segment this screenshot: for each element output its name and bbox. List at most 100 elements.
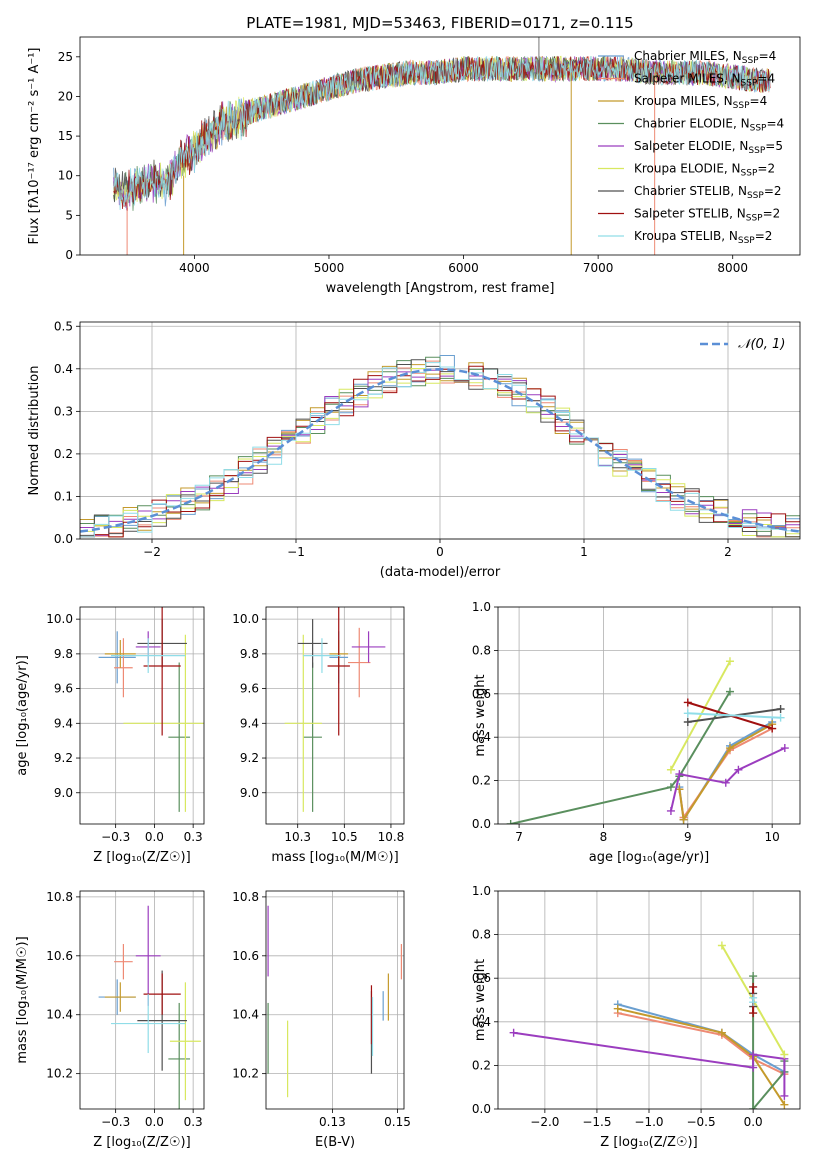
legend-subscript: SSP	[742, 56, 759, 66]
legend-name: Chabrier ELODIE, N	[634, 117, 750, 131]
mass_vs_ebv-plot-area	[267, 905, 402, 1098]
y-tick-label: 9.0	[54, 786, 73, 800]
weight-marker-salpeter_elodie	[749, 1050, 758, 1059]
weight-marker-kroupa_miles	[725, 744, 734, 753]
weight-marker-chabrier_elodie	[725, 687, 734, 696]
mass_vs_ebv-panel: 0.13 0.15 10.2 10.4 10.6 10.8 E(B-V)	[232, 890, 411, 1150]
weight-line-salpeter_miles	[617, 1012, 785, 1075]
weight-marker-salpeter_stelib	[749, 982, 758, 991]
y-tick-label: 0.6	[472, 971, 491, 985]
weight-line-kroupa_stelib	[687, 712, 781, 719]
x-tick-label: 4000	[179, 261, 210, 275]
x-axis-label: Z [log₁₀(Z/Z☉)]	[93, 850, 190, 865]
x-tick-label: −1	[287, 545, 305, 559]
legend-label-kroupa_miles: Kroupa MILES, NSSP=4	[634, 94, 767, 111]
legend-count: =2	[763, 207, 781, 221]
x-tick-label: 0.3	[184, 830, 203, 844]
weight-marker-salpeter_elodie	[666, 806, 675, 815]
weight-marker-kroupa_elodie	[666, 765, 675, 774]
y-tick-label: 0.0	[472, 1102, 491, 1116]
weight-marker-chabrier_elodie	[749, 972, 758, 981]
y-tick-label: 9.4	[240, 716, 259, 730]
x-axis-label: E(B-V)	[315, 1135, 355, 1150]
weight_vs_Z-panel: −2.0 −1.5 −1.0 −0.5 0.0 0.0 0.2 0.4 0.6 0.8 1.0 Z […	[472, 884, 801, 1150]
x-tick-label: 10.3	[284, 830, 311, 844]
weight-marker-kroupa_elodie	[780, 1050, 789, 1059]
y-tick-label: 9.4	[54, 716, 73, 730]
legend-subscript: SSP	[741, 169, 758, 179]
weight_vs_age-plot-area	[506, 657, 789, 824]
y-tick-label: 0.0	[472, 817, 491, 831]
y-tick-label: 10.0	[46, 612, 73, 626]
x-tick-label: −1.0	[634, 1115, 663, 1129]
weight-marker-chabrier_stelib	[776, 704, 785, 713]
x-axis-label: wavelength [Angstrom, rest frame]	[326, 281, 555, 296]
weight-marker-salpeter_stelib	[683, 698, 692, 707]
legend-name: Chabrier STELIB, N	[634, 184, 747, 198]
legend-subscript: SSP	[746, 214, 763, 224]
weight-marker-chabrier_elodie	[666, 783, 675, 792]
y-tick-label: 10.0	[232, 612, 259, 626]
age_vs_mass-plot-area	[284, 607, 386, 812]
weight_vs_age-frame	[497, 606, 801, 825]
y-tick-label: 10.2	[46, 1067, 73, 1081]
y-tick-label: 0.5	[54, 319, 73, 333]
weight_vs_age-panel: 7 8 9 10 0.0 0.2 0.4 0.6 0.8 1.0 age [log₁₀(age/yr…	[472, 600, 801, 865]
x-tick-label: 6000	[448, 261, 479, 275]
legend-label-salpeter_elodie: Salpeter ELODIE, NSSP=5	[634, 139, 783, 156]
legend-name: Salpeter ELODIE, N	[634, 139, 748, 153]
y-tick-label: 0.2	[472, 1058, 491, 1072]
y-tick-label: 9.8	[54, 647, 73, 661]
gaussian-curve	[80, 368, 800, 533]
y-tick-label: 1.0	[472, 884, 491, 898]
histogram-kroupa_stelib	[80, 362, 800, 538]
legend-name: Kroupa ELODIE, N	[634, 162, 741, 176]
y-tick-label: 0.2	[54, 447, 73, 461]
spectrum-series-kroupa_stelib	[113, 55, 771, 211]
y-tick-label: 9.2	[240, 751, 259, 765]
y-tick-label: 0.3	[54, 404, 73, 418]
legend-name: Salpeter STELIB, N	[634, 207, 746, 221]
x-tick-label: 10.5	[331, 830, 358, 844]
histogram-salpeter_stelib	[80, 365, 800, 538]
legend-label-salpeter_miles: Salpeter MILES, NSSP=4	[634, 72, 775, 89]
weight-marker-salpeter_elodie	[749, 1063, 758, 1072]
legend-count: =2	[757, 162, 775, 176]
y-tick-label: 10.4	[46, 1008, 73, 1022]
weight-line-kroupa_miles	[678, 723, 773, 823]
x-tick-label: 7000	[583, 261, 614, 275]
figure-title: PLATE=1981, MJD=53463, FIBERID=0171, z=0…	[246, 14, 633, 32]
legend-name: Kroupa MILES, N	[634, 94, 733, 108]
y-tick-label: 0.8	[472, 928, 491, 942]
y-tick-label: 9.6	[240, 682, 259, 696]
legend-subscript: SSP	[748, 146, 765, 156]
weight-marker-chabrier_stelib	[683, 718, 692, 727]
x-tick-label: −2.0	[530, 1115, 559, 1129]
y-axis-label: age [log₁₀(age/yr)]	[15, 655, 30, 776]
x-tick-label: −0.3	[101, 1115, 130, 1129]
y-tick-label: 15	[58, 129, 73, 143]
legend-count: =4	[759, 49, 777, 63]
y-tick-label: 0.0	[54, 532, 73, 546]
weight-marker-kroupa_miles	[780, 1100, 789, 1109]
y-tick-label: 9.0	[240, 786, 259, 800]
legend-subscript: SSP	[741, 79, 758, 89]
y-axis-label: mass weight	[473, 959, 488, 1041]
x-tick-label: 8	[600, 830, 608, 844]
weight-line-kroupa_miles	[617, 1007, 786, 1106]
weight-marker-salpeter_elodie	[721, 778, 730, 787]
y-tick-label: 10.2	[232, 1067, 259, 1081]
legend-label-chabrier_stelib: Chabrier STELIB, NSSP=2	[634, 184, 782, 201]
y-tick-label: 9.2	[54, 751, 73, 765]
legend-count: =2	[764, 184, 782, 198]
x-tick-label: 2	[724, 545, 732, 559]
weight-marker-kroupa_stelib	[776, 713, 785, 722]
weight-marker-kroupa_stelib	[749, 998, 758, 1007]
y-tick-label: 0.1	[54, 489, 73, 503]
x-tick-label: 0.0	[145, 1115, 164, 1129]
spectrum-panel: 4000 5000 6000 7000 8000 0 5 10 15 20 25 wavelength…	[27, 36, 801, 296]
y-tick-label: 0	[65, 248, 73, 262]
y-tick-label: 0.8	[472, 643, 491, 657]
